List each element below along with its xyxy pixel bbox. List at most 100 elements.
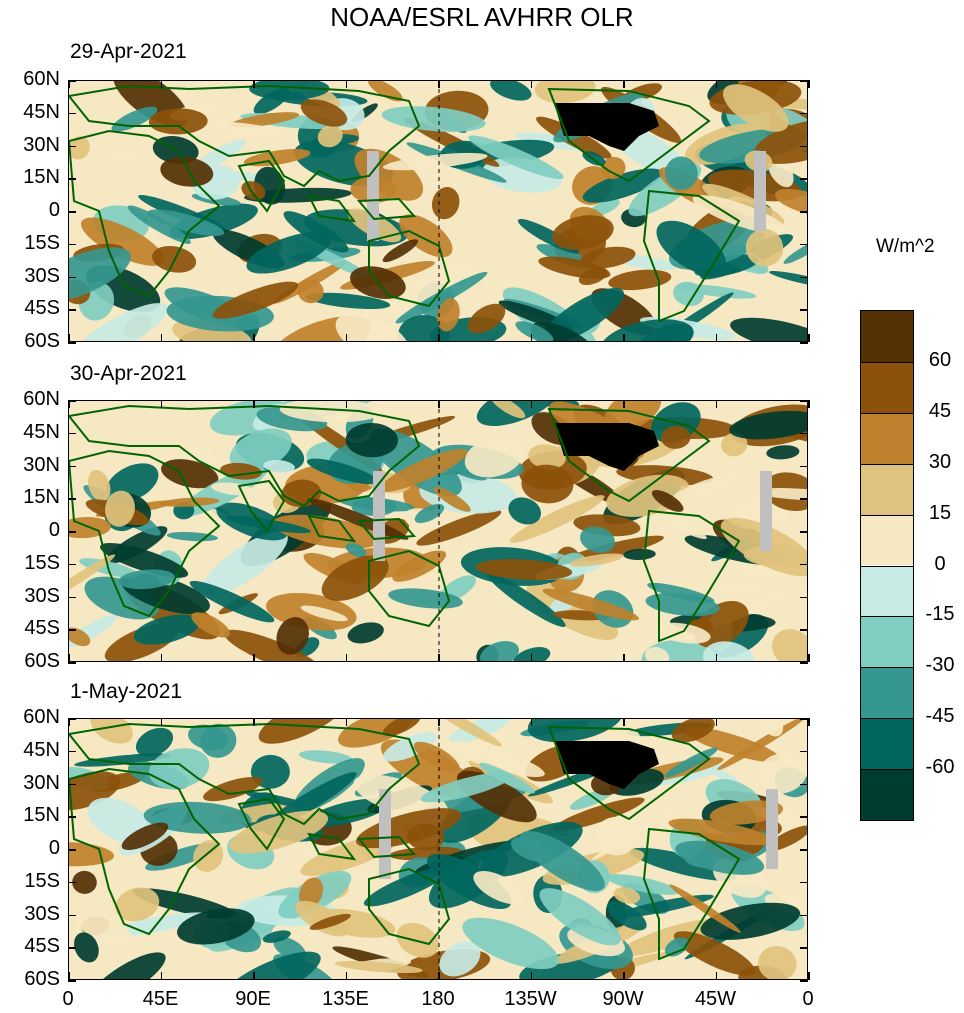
olr-anomaly-blob xyxy=(601,156,626,180)
olr-anomaly-blob xyxy=(473,870,525,905)
lat-tick xyxy=(800,531,808,533)
lon-label: 0 xyxy=(802,988,814,1010)
olr-anomaly-blob xyxy=(338,719,413,748)
olr-anomaly-blob xyxy=(444,741,545,777)
lat-tick xyxy=(800,881,808,884)
lat-tick xyxy=(68,243,76,246)
olr-anomaly-blob xyxy=(148,108,208,135)
olr-anomaly-blob xyxy=(160,156,214,187)
lon-tick xyxy=(345,400,347,408)
olr-anomaly-blob xyxy=(595,816,637,856)
olr-anomaly-blob xyxy=(673,281,704,307)
lon-tick xyxy=(808,654,810,662)
lon-tick xyxy=(345,80,347,88)
olr-anomaly-blob xyxy=(416,509,502,546)
olr-anomaly-blob xyxy=(552,215,614,250)
olr-anomaly-blob xyxy=(69,841,114,867)
lat-tick xyxy=(68,750,76,753)
lat-tick xyxy=(800,629,808,631)
olr-anomaly-blob xyxy=(334,960,423,974)
olr-anomaly-blob xyxy=(219,951,321,979)
colorbar-label: -45 xyxy=(925,705,955,728)
olr-anomaly-blob xyxy=(161,459,219,489)
olr-anomaly-blob xyxy=(476,401,560,426)
lat-tick xyxy=(800,400,808,402)
olr-anomaly-blob xyxy=(766,445,800,460)
olr-anomaly-blob xyxy=(345,543,367,558)
lon-tick xyxy=(253,400,255,408)
lat-tick xyxy=(68,276,76,278)
coastline xyxy=(307,832,357,861)
lat-tick xyxy=(68,563,76,566)
lat-tick xyxy=(800,914,808,916)
lon-tick xyxy=(68,972,70,980)
lon-label: 90E xyxy=(235,988,271,1010)
olr-anomaly-blob xyxy=(509,495,605,543)
lon-tick xyxy=(160,334,162,342)
olr-anomaly-blob xyxy=(414,503,445,524)
olr-anomaly-blob xyxy=(582,168,664,203)
olr-anomaly-blob xyxy=(703,641,755,661)
colorbar-box xyxy=(861,718,913,770)
lat-tick xyxy=(800,498,808,500)
olr-anomaly-blob xyxy=(276,617,309,655)
lon-tick xyxy=(345,654,347,662)
missing-data-region xyxy=(766,789,778,869)
lat-tick xyxy=(68,211,76,213)
olr-anomaly-blob xyxy=(673,931,756,976)
coastline xyxy=(69,84,421,188)
olr-anomaly-blob xyxy=(439,941,481,977)
olr-anomaly-blob xyxy=(381,106,486,132)
lat-label: 45S xyxy=(24,297,60,320)
olr-field-3 xyxy=(69,719,807,979)
olr-anomaly-blob xyxy=(675,840,765,875)
olr-anomaly-blob xyxy=(464,436,524,478)
olr-anomaly-blob xyxy=(671,719,715,743)
coastline xyxy=(356,517,417,541)
lon-tick xyxy=(530,718,532,726)
olr-anomaly-blob xyxy=(295,900,349,937)
olr-map-panel-1 xyxy=(68,80,808,342)
olr-anomaly-blob xyxy=(735,565,797,577)
panel-date-1: 29-Apr-2021 xyxy=(70,40,187,63)
olr-anomaly-blob xyxy=(69,401,109,424)
olr-anomaly-blob xyxy=(388,588,463,609)
olr-anomaly-blob xyxy=(279,401,382,423)
lon-tick xyxy=(160,80,162,88)
olr-anomaly-blob xyxy=(480,641,519,661)
olr-anomaly-blob xyxy=(297,279,324,304)
lon-tick xyxy=(438,972,440,980)
olr-anomaly-blob xyxy=(317,125,343,148)
lon-tick xyxy=(623,334,625,342)
colorbar-label: 0 xyxy=(934,552,946,575)
olr-anomaly-blob xyxy=(486,572,566,628)
olr-anomaly-blob xyxy=(669,884,741,933)
olr-anomaly-blob xyxy=(127,205,191,244)
lat-label: 30S xyxy=(24,264,60,287)
olr-anomaly-blob xyxy=(166,531,218,542)
olr-anomaly-blob xyxy=(189,580,275,623)
olr-anomaly-blob xyxy=(187,724,229,751)
lat-label: 60S xyxy=(24,968,60,990)
lat-tick xyxy=(68,881,76,884)
coastline xyxy=(307,514,357,543)
lon-tick xyxy=(345,972,347,980)
olr-anomaly-blob xyxy=(298,750,353,764)
olr-anomaly-blob xyxy=(665,156,698,190)
olr-anomaly-blob xyxy=(600,319,694,341)
olr-anomaly-blob xyxy=(74,910,133,946)
olr-anomaly-blob xyxy=(246,232,331,274)
olr-anomaly-blob xyxy=(69,517,111,539)
olr-anomaly-blob xyxy=(300,99,348,127)
olr-anomaly-blob xyxy=(655,622,711,644)
olr-anomaly-blob xyxy=(306,458,378,485)
missing-data-region xyxy=(760,471,772,551)
lat-tick xyxy=(800,750,808,753)
olr-anomaly-blob xyxy=(382,719,421,736)
lon-tick xyxy=(438,80,440,88)
coastline xyxy=(642,189,741,323)
lat-tick xyxy=(68,145,76,147)
lon-tick xyxy=(68,334,70,342)
panel-date-3: 1-May-2021 xyxy=(70,680,183,703)
lat-label: 45N xyxy=(23,738,60,761)
